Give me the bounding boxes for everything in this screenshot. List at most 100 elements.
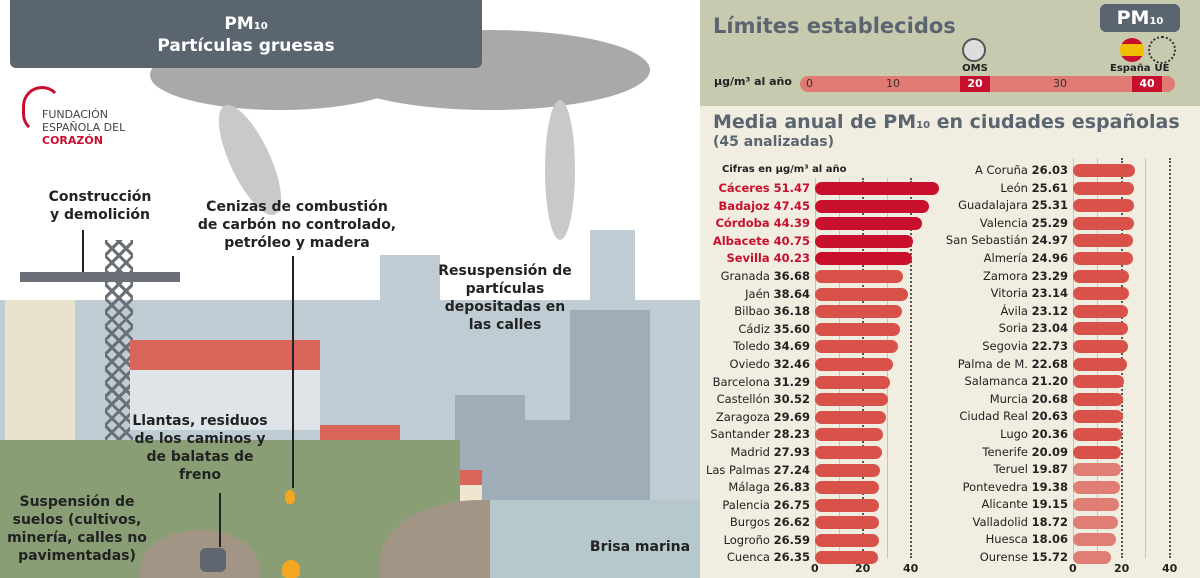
fire-icon xyxy=(282,560,300,578)
city-value: 23.14 xyxy=(1031,286,1068,301)
label-line: Cenizas de combustión xyxy=(206,199,388,215)
bar-row: Castellón 30.52 xyxy=(700,391,889,409)
city-value: 22.68 xyxy=(1031,356,1068,371)
value-bar xyxy=(1073,164,1136,177)
bar-row: Valladolid 18.72 xyxy=(700,514,1118,532)
city-label: Barcelona 31.29 xyxy=(713,374,810,391)
pm10-sources-illustration: PM10 Partículas gruesas FUNDACIÓN ESPAÑO… xyxy=(0,0,700,578)
city-value: 51.47 xyxy=(773,181,810,195)
city-name: Vitoria xyxy=(990,286,1032,301)
city-name: Burgos xyxy=(729,515,774,530)
city-value: 44.39 xyxy=(773,216,810,231)
city-value: 23.04 xyxy=(1031,321,1068,336)
city-label: Ourense 15.72 xyxy=(980,549,1068,566)
value-bar xyxy=(815,269,904,283)
city-value: 26.83 xyxy=(773,480,810,495)
bar-row: Teruel 19.87 xyxy=(700,461,1121,479)
pm10-badge: PM10 xyxy=(1100,4,1180,32)
bar-row: Toledo 34.69 xyxy=(700,338,899,356)
city-label: Ciudad Real 20.63 xyxy=(959,408,1068,425)
bar-row: Ávila 23.12 xyxy=(700,303,1129,321)
limits-scale-bar: 0 10 20 30 40 xyxy=(800,76,1175,92)
city-name: Valencia xyxy=(979,215,1032,230)
city-name: A Coruña xyxy=(975,163,1032,177)
value-bar xyxy=(1073,357,1128,371)
city-name: Soria xyxy=(998,321,1032,336)
city-name: Teruel xyxy=(993,462,1032,477)
value-bar xyxy=(1073,199,1134,213)
label-line: freno xyxy=(178,467,222,483)
value-bar xyxy=(815,445,883,459)
axis-tick-40: 40 xyxy=(1162,562,1178,575)
city-name: Zamora xyxy=(983,268,1032,283)
value-bar xyxy=(1073,339,1128,353)
city-name: Ourense xyxy=(979,550,1032,565)
value-bar xyxy=(1073,498,1119,512)
city-label: Zamora 23.29 xyxy=(983,268,1068,285)
label-line: de los caminos y xyxy=(134,431,266,447)
bar-row: Palencia 26.75 xyxy=(700,497,880,515)
city-name: Jaén xyxy=(745,286,774,301)
axis-tick-0: 0 xyxy=(811,562,819,575)
city-value: 19.87 xyxy=(1031,462,1068,477)
city-value: 35.60 xyxy=(773,321,810,336)
city-label: Granada 36.68 xyxy=(721,268,810,285)
value-bar xyxy=(815,498,880,512)
city-label: Murcia 20.68 xyxy=(990,391,1068,408)
value-bar xyxy=(1073,304,1129,318)
value-bar xyxy=(815,305,902,319)
city-name: Córdoba xyxy=(715,216,774,231)
fire-icon xyxy=(285,490,295,504)
bar-row: Santander 28.23 xyxy=(700,426,883,444)
value-bar xyxy=(815,393,889,407)
bar-row: Vitoria 23.14 xyxy=(700,285,1129,303)
crane-arm xyxy=(20,272,180,282)
label-line: las calles xyxy=(468,317,542,333)
bar-row: Bilbao 36.18 xyxy=(700,303,902,321)
city-label: Palma de M. 22.68 xyxy=(958,356,1068,373)
city-name: Huesca xyxy=(985,532,1032,547)
city-label: Santander 28.23 xyxy=(710,426,810,443)
city-label: Lugo 20.36 xyxy=(1000,426,1068,443)
city-name: San Sebastián xyxy=(945,233,1032,248)
value-bar xyxy=(815,234,913,248)
value-bar xyxy=(1073,287,1129,301)
city-label: Oviedo 32.46 xyxy=(729,356,810,373)
city-label: Madrid 27.93 xyxy=(730,444,810,461)
smoke-plume xyxy=(545,100,575,240)
house-roof xyxy=(130,340,320,370)
city-label: Logroño 26.59 xyxy=(724,532,810,549)
city-name: Badajoz xyxy=(718,198,774,213)
bar-row: Logroño 26.59 xyxy=(700,532,879,550)
city-value: 23.12 xyxy=(1031,303,1068,318)
axis-tick-0: 0 xyxy=(1069,562,1077,575)
city-label: Tenerife 20.09 xyxy=(982,444,1068,461)
axis-tick-20: 20 xyxy=(1114,562,1130,575)
city-label: Huesca 18.06 xyxy=(986,531,1068,548)
city-label: Badajoz 47.45 xyxy=(719,198,810,215)
limits-title: Límites establecidos xyxy=(713,14,956,38)
gridline-eu xyxy=(1169,158,1171,558)
city-value: 26.03 xyxy=(1031,163,1068,177)
city-value: 26.75 xyxy=(773,497,810,512)
city-name: Santander xyxy=(710,427,774,442)
leader-line xyxy=(292,256,294,488)
label-suelos: Suspensión de suelos (cultivos, minería,… xyxy=(2,493,152,565)
label-line: petróleo y madera xyxy=(224,235,370,251)
label-resuspension: Resuspensión de partículas depositadas e… xyxy=(430,262,580,334)
city-value: 28.23 xyxy=(773,427,810,442)
label-llantas: Llantas, residuos de los caminos y de ba… xyxy=(130,412,270,484)
value-bar xyxy=(1073,181,1135,195)
value-bar xyxy=(1073,322,1129,336)
label-construccion: Construcción y demolición xyxy=(40,188,160,224)
value-bar xyxy=(815,516,879,530)
value-bar xyxy=(815,463,881,477)
oms-label: OMS xyxy=(962,63,988,74)
label-line: minería, calles no xyxy=(7,530,147,546)
who-emblem-icon xyxy=(962,38,986,62)
city-name: Pontevedra xyxy=(962,479,1032,494)
city-name: Palencia xyxy=(722,497,774,512)
bar-row: Lugo 20.36 xyxy=(700,426,1122,444)
city-label: Cádiz 35.60 xyxy=(738,321,810,338)
city-value: 34.69 xyxy=(773,339,810,354)
